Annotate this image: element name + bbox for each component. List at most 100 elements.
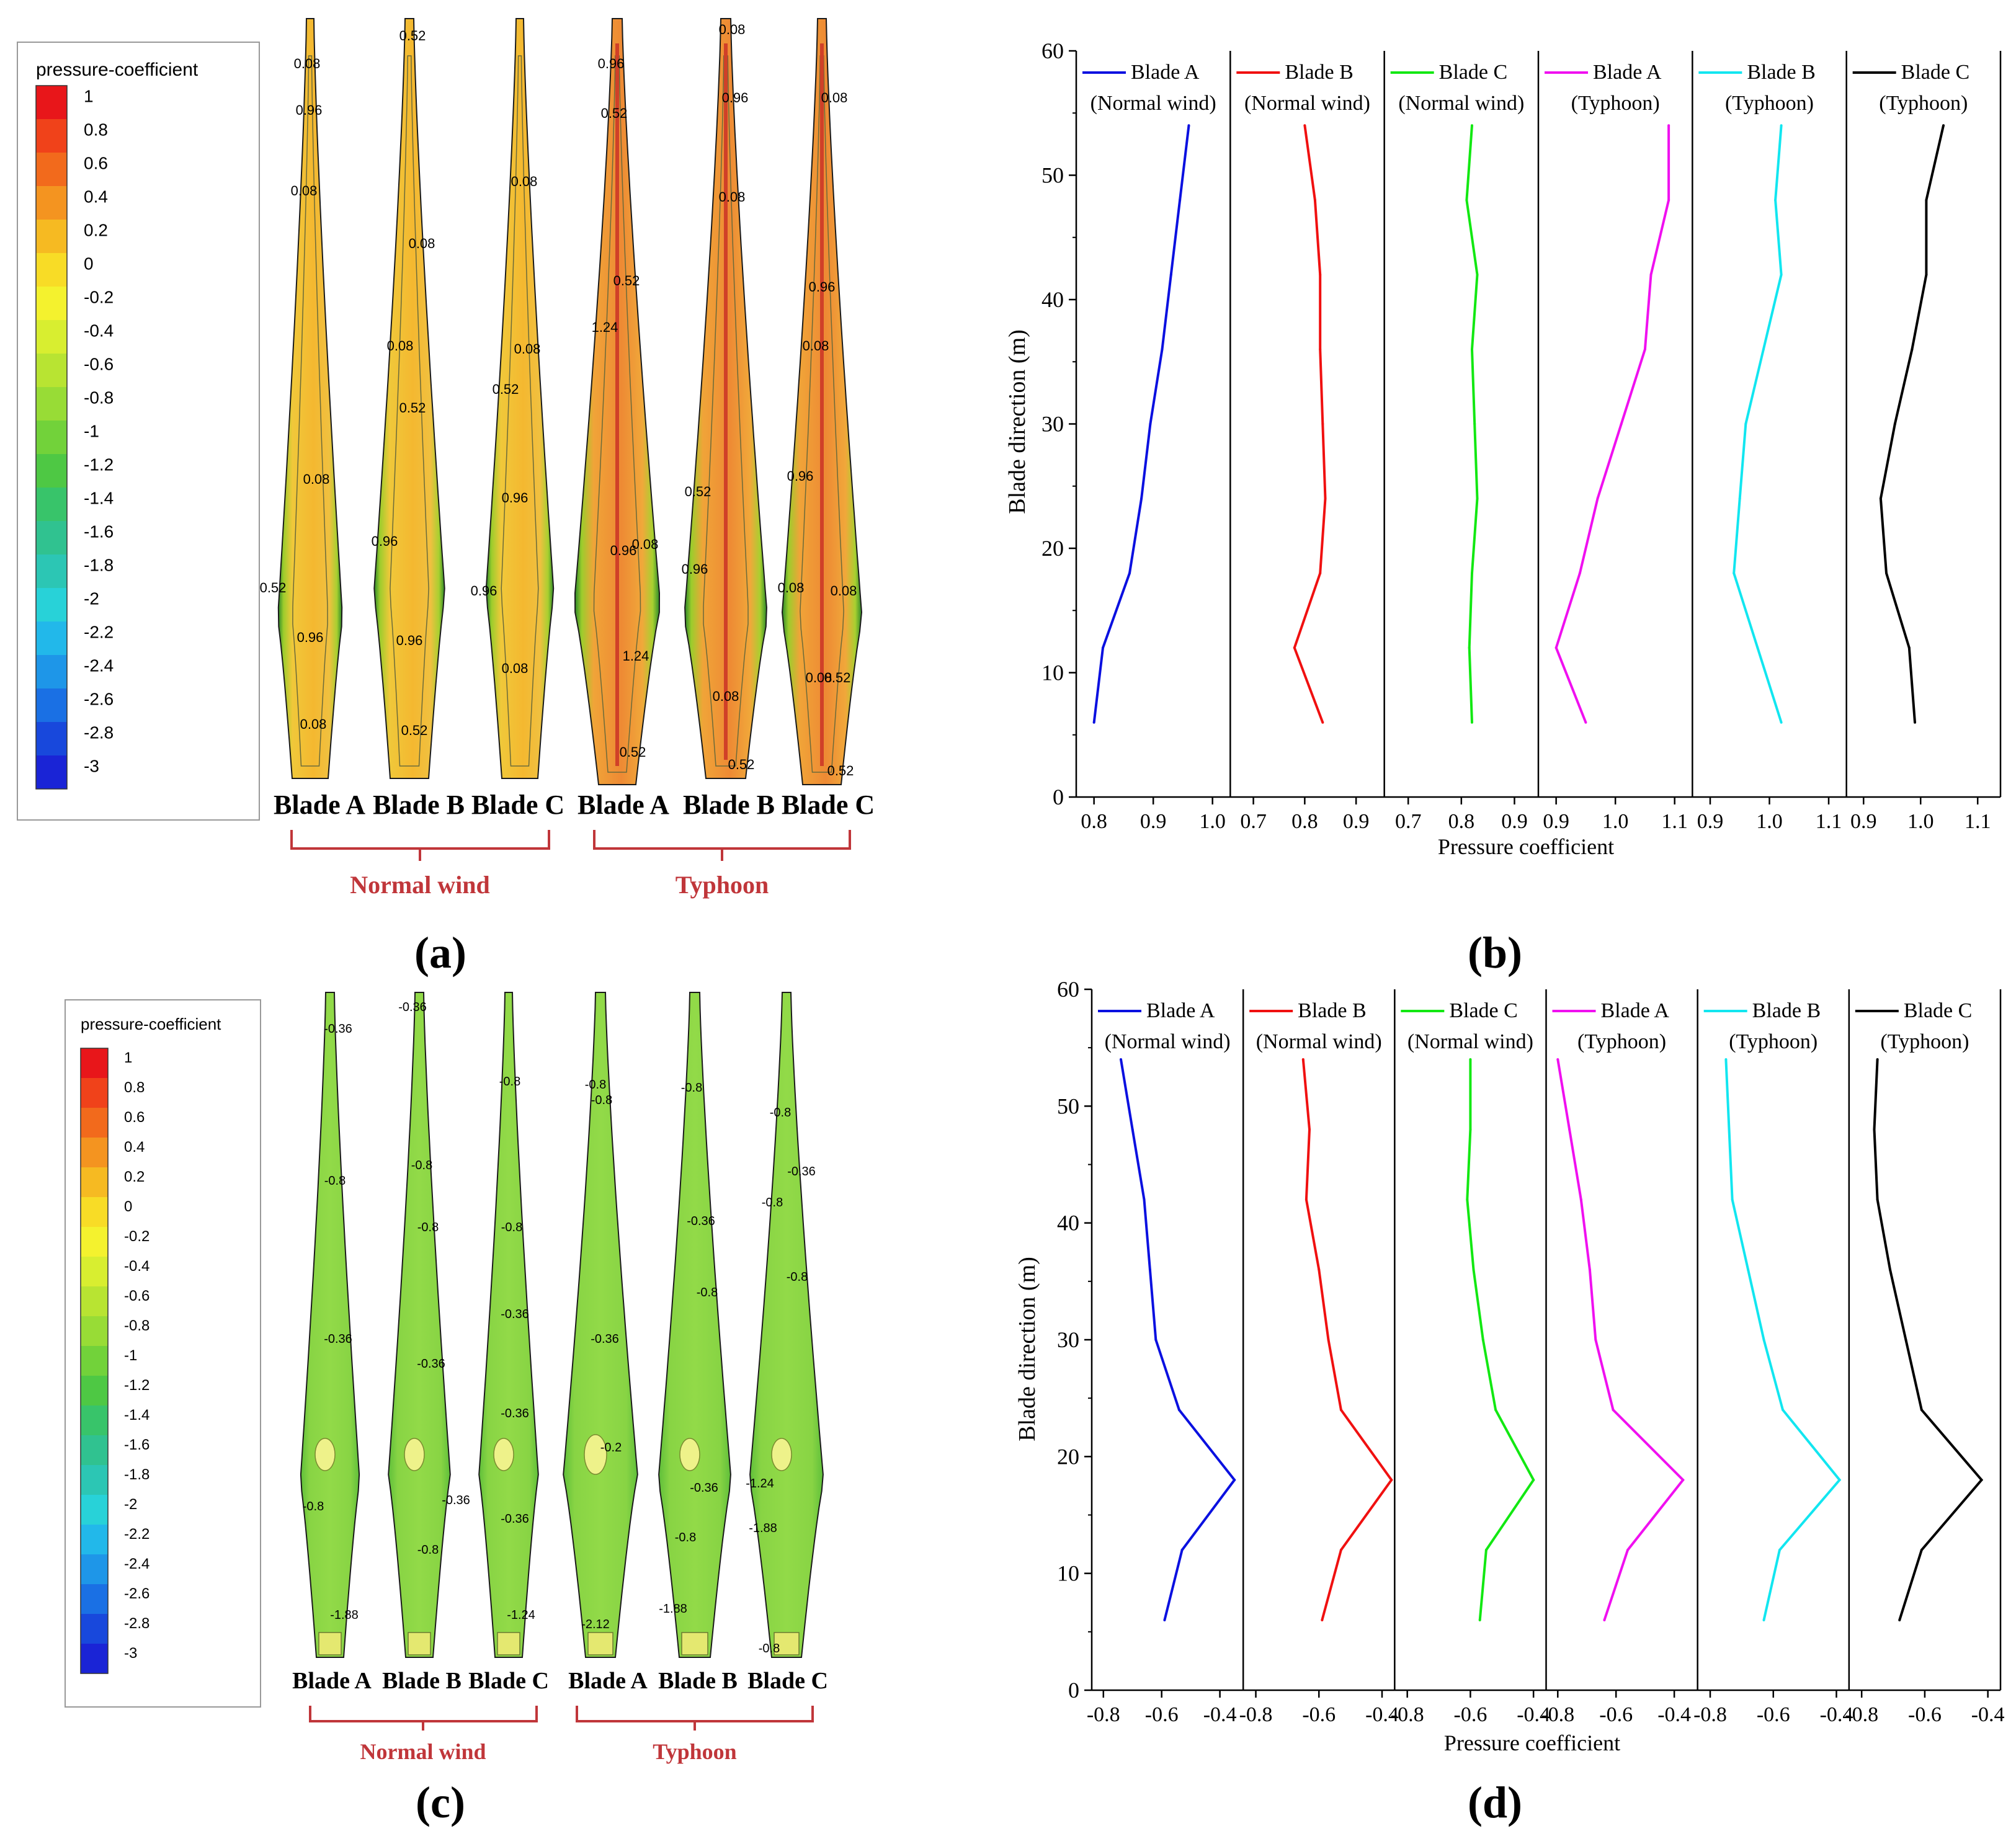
legend-tick: -2.8	[124, 1615, 149, 1632]
x-tick-label: 0.9	[1501, 810, 1528, 833]
legend-series-condition: (Normal wind)	[1244, 92, 1370, 115]
contour-label: 0.08	[303, 471, 330, 487]
data-point	[1838, 1479, 1841, 1481]
x-tick-label: 0.8	[1448, 810, 1475, 833]
blade-isoline	[292, 55, 328, 767]
series-line	[1873, 1059, 1984, 1621]
contour-label: 0.08	[821, 90, 848, 105]
data-point	[1092, 721, 1095, 724]
panel-label-b: (b)	[1468, 928, 1522, 978]
blade-contour-c-1	[300, 992, 360, 1658]
legend-tick: 0	[124, 1198, 132, 1215]
data-point	[1620, 422, 1623, 425]
x-tick-label: -0.6	[1599, 1703, 1633, 1726]
blade-low-suction-spot	[584, 1434, 607, 1475]
y-tick-label: 30	[1041, 412, 1064, 437]
blade-isoline	[501, 55, 539, 767]
contour-label: 0.08	[778, 580, 805, 595]
blade-label: Blade A	[578, 790, 669, 820]
legend-swatch	[81, 1554, 108, 1584]
x-tick-label: -0.4	[1971, 1703, 2005, 1726]
contour-label: 0.08	[632, 537, 659, 552]
x-tick-label: 1.0	[1602, 810, 1629, 833]
x-tick-label: 1.1	[1965, 810, 1991, 833]
blade-label: Blade B	[658, 1668, 738, 1694]
legend-series-name: Blade A	[1146, 999, 1215, 1022]
legend-tick: -0.4	[84, 321, 114, 340]
data-point	[1161, 348, 1164, 351]
contour-label: -0.36	[501, 1308, 529, 1321]
legend-tick: -2.2	[84, 622, 114, 641]
y-tick-label: 60	[1041, 38, 1064, 63]
blade-contour-c-5	[658, 992, 731, 1658]
data-point	[1169, 273, 1172, 276]
legend-swatch	[81, 1495, 108, 1525]
blade-root-zone	[774, 1632, 800, 1655]
data-point	[1293, 646, 1296, 649]
contour-label: -0.8	[762, 1196, 783, 1210]
contour-label: -0.8	[681, 1081, 702, 1095]
blade-low-suction-spot	[404, 1438, 425, 1471]
x-tick-label: 0.7	[1240, 810, 1267, 833]
contour-label: 0.52	[399, 400, 426, 416]
data-point	[1327, 1339, 1330, 1341]
data-point	[1724, 1058, 1728, 1061]
data-point	[1321, 422, 1324, 425]
y-tick-label: 40	[1041, 287, 1064, 312]
blade-label: Blade C	[468, 1668, 549, 1694]
legend-tick: 1	[84, 86, 94, 105]
data-point	[1470, 348, 1473, 351]
blade-isoline	[800, 55, 844, 773]
legend-tick: -0.6	[84, 354, 114, 373]
legend-series-name: Blade B	[1285, 61, 1353, 84]
legend-tick: -0.2	[124, 1228, 149, 1245]
legend-series-name: Blade C	[1449, 999, 1517, 1022]
contour-label: 0.08	[387, 338, 414, 354]
contour-label: -0.8	[787, 1270, 808, 1284]
contour-label: 0.08	[409, 236, 435, 251]
contour-label: 0.52	[401, 723, 428, 738]
legend-tick: -2.6	[84, 689, 114, 708]
data-point	[1119, 1058, 1122, 1061]
blade-root-zone	[497, 1632, 520, 1655]
y-tick-label: 10	[1057, 1561, 1079, 1586]
legend-swatch	[36, 320, 67, 354]
data-point	[1321, 721, 1324, 724]
legend-series-condition: (Typhoon)	[1880, 1030, 1969, 1053]
legend-swatch	[81, 1406, 108, 1435]
data-point	[1321, 1619, 1324, 1621]
legend-a: pressure-coefficient 1 0.8 0.6 0.4 0.2 0 -0.2 -…	[17, 42, 260, 821]
x-tick-label: -0.8	[1239, 1703, 1273, 1726]
contour-label: 0.52	[260, 580, 287, 595]
contour-label: -0.36	[690, 1481, 718, 1495]
y-tick-label: 40	[1057, 1211, 1079, 1236]
blade-label: Blade B	[382, 1668, 462, 1694]
legend-tick: -1	[84, 421, 99, 440]
legend-series-condition: (Normal wind)	[1398, 92, 1524, 115]
data-point	[1747, 1268, 1750, 1271]
blade-label: Blade B	[373, 790, 465, 820]
chart-d-ylabel: Blade direction (m)	[1014, 1257, 1040, 1441]
legend-tick: -2	[84, 589, 99, 608]
legend-swatch	[36, 86, 67, 119]
x-tick-label: 1.0	[1199, 810, 1226, 833]
data-point	[1780, 273, 1783, 276]
data-point	[1390, 1479, 1393, 1481]
blade-root-zone	[681, 1632, 708, 1655]
data-point	[1303, 124, 1306, 127]
blade-contour-a-1	[277, 18, 343, 779]
legend-swatch	[36, 621, 67, 655]
legend-series-condition: (Normal wind)	[1407, 1030, 1533, 1053]
data-point	[1885, 572, 1888, 575]
data-point	[1465, 198, 1468, 202]
contour-label: 0.08	[511, 174, 538, 189]
legend-swatch	[81, 1376, 108, 1406]
legend-tick: 0.6	[124, 1109, 145, 1126]
legend-swatch	[81, 1048, 108, 1078]
legend-tick: -2.8	[84, 723, 114, 742]
data-point	[1318, 1268, 1321, 1271]
contour-label: 0.96	[809, 279, 836, 295]
data-point	[1888, 1268, 1891, 1271]
legend-swatch	[81, 1614, 108, 1644]
